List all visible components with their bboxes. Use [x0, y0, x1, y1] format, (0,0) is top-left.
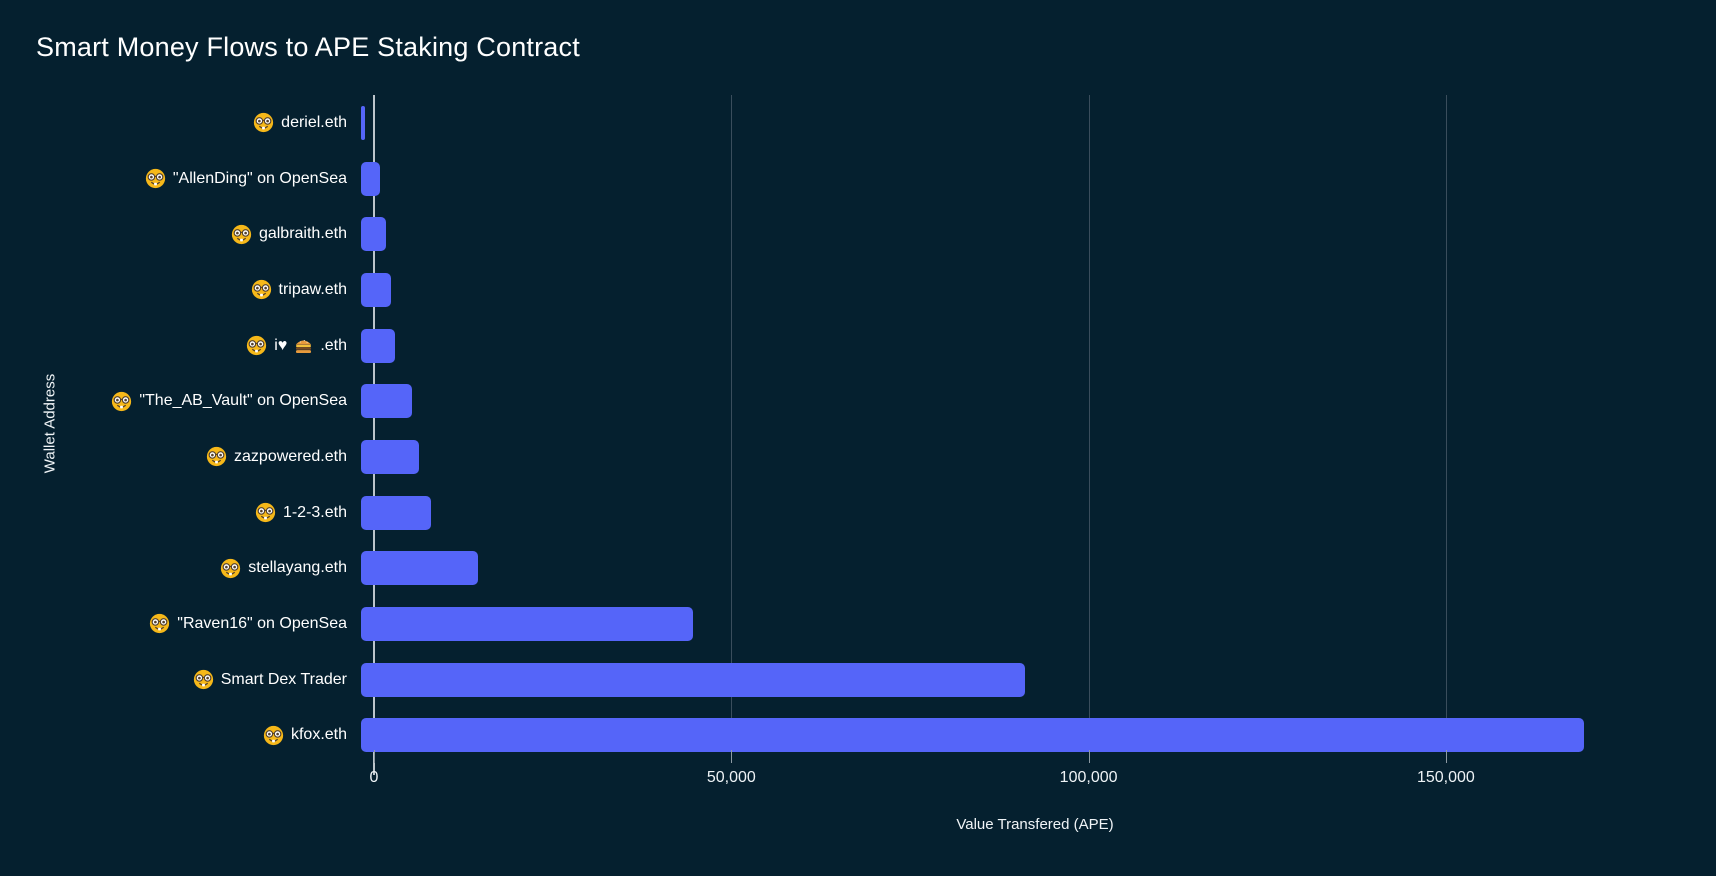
category-label: Smart Dex Trader	[0, 669, 360, 690]
bar-track	[360, 429, 1696, 485]
category-label: stellayang.eth	[0, 558, 360, 579]
plot-gridlines	[374, 95, 1696, 763]
x-axis: 0 50,000 100,000 150,000	[370, 750, 1696, 823]
bar-track	[360, 596, 1696, 652]
bar-row: i♥ .eth	[0, 318, 1696, 374]
gridline-100000	[1088, 95, 1090, 763]
category-label: galbraith.eth	[0, 224, 360, 245]
nerd-face-emoji-icon	[231, 224, 252, 244]
x-axis-title: Value Transfered (APE)	[956, 816, 1114, 833]
bar-row: tripaw.eth	[0, 262, 1696, 318]
category-label: 1-2-3.eth	[0, 502, 360, 523]
bar-track	[360, 652, 1696, 708]
x-tick-mark	[1445, 750, 1447, 763]
category-label: i♥ .eth	[0, 335, 360, 356]
category-label: "AllenDing" on OpenSea	[0, 168, 360, 189]
x-tick-mark	[374, 750, 375, 763]
value-bar	[361, 217, 386, 252]
bar-row: zazpowered.eth	[0, 429, 1696, 485]
nerd-face-emoji-icon	[206, 447, 227, 467]
bar-row: "Raven16" on OpenSea	[0, 596, 1696, 652]
category-label: deriel.eth	[0, 112, 360, 133]
bar-row: deriel.eth	[0, 95, 1696, 151]
value-bar	[361, 662, 1026, 697]
nerd-face-emoji-icon	[263, 725, 284, 745]
nerd-face-emoji-icon	[145, 168, 165, 189]
x-tick-mark	[731, 750, 733, 763]
x-tick-label: 50,000	[706, 769, 756, 786]
value-bar	[361, 272, 392, 307]
nerd-face-emoji-icon	[247, 335, 267, 356]
category-label: kfox.eth	[0, 725, 360, 746]
bar-row: "AllenDing" on OpenSea	[0, 151, 1696, 207]
category-label: "Raven16" on OpenSea	[0, 613, 360, 634]
bar-track	[360, 206, 1696, 262]
value-bar	[361, 718, 1584, 753]
bar-row: galbraith.eth	[0, 206, 1696, 262]
nerd-face-emoji-icon	[112, 391, 132, 411]
value-bar	[361, 551, 478, 586]
nerd-face-emoji-icon	[193, 669, 213, 690]
value-bar	[361, 384, 412, 419]
nerd-face-emoji-icon	[150, 614, 170, 634]
bar-track	[360, 318, 1696, 374]
nerd-face-emoji-icon	[221, 558, 241, 578]
value-bar	[361, 495, 432, 530]
category-label: "The_AB_Vault" on OpenSea	[0, 391, 360, 412]
chart-title: Smart Money Flows to APE Staking Contrac…	[36, 32, 580, 62]
value-bar	[361, 439, 419, 474]
bar-track	[360, 373, 1696, 429]
category-label: zazpowered.eth	[0, 446, 360, 467]
gridline-150000	[1445, 95, 1447, 763]
x-tick-label: 150,000	[1416, 769, 1475, 786]
category-label: tripaw.eth	[0, 279, 360, 300]
bar-row: kfox.eth	[0, 707, 1696, 763]
bar-track	[360, 540, 1696, 596]
value-bar	[361, 328, 395, 363]
bar-rows: deriel.eth "AllenDing" on OpenSea galbrait…	[0, 95, 1696, 763]
x-tick-label: 0	[369, 769, 379, 786]
x-tick-mark	[1088, 750, 1090, 763]
bar-row: 1-2-3.eth	[0, 485, 1696, 541]
bar-row: stellayang.eth	[0, 540, 1696, 596]
gridline-50000	[731, 95, 733, 763]
x-tick-label: 100,000	[1059, 769, 1118, 786]
y-axis-line	[373, 95, 375, 775]
value-bar	[361, 606, 694, 641]
nerd-face-emoji-icon	[251, 280, 271, 300]
value-bar	[361, 105, 365, 140]
bar-track	[360, 262, 1696, 318]
bar-row: Smart Dex Trader	[0, 652, 1696, 708]
bar-track	[360, 95, 1696, 151]
bar-track	[360, 485, 1696, 541]
burger-emoji-icon	[296, 340, 312, 354]
bar-row: "The_AB_Vault" on OpenSea	[0, 373, 1696, 429]
nerd-face-emoji-icon	[254, 113, 274, 133]
nerd-face-emoji-icon	[255, 502, 276, 523]
bar-track	[360, 151, 1696, 207]
bar-track	[360, 707, 1696, 763]
value-bar	[361, 161, 381, 196]
